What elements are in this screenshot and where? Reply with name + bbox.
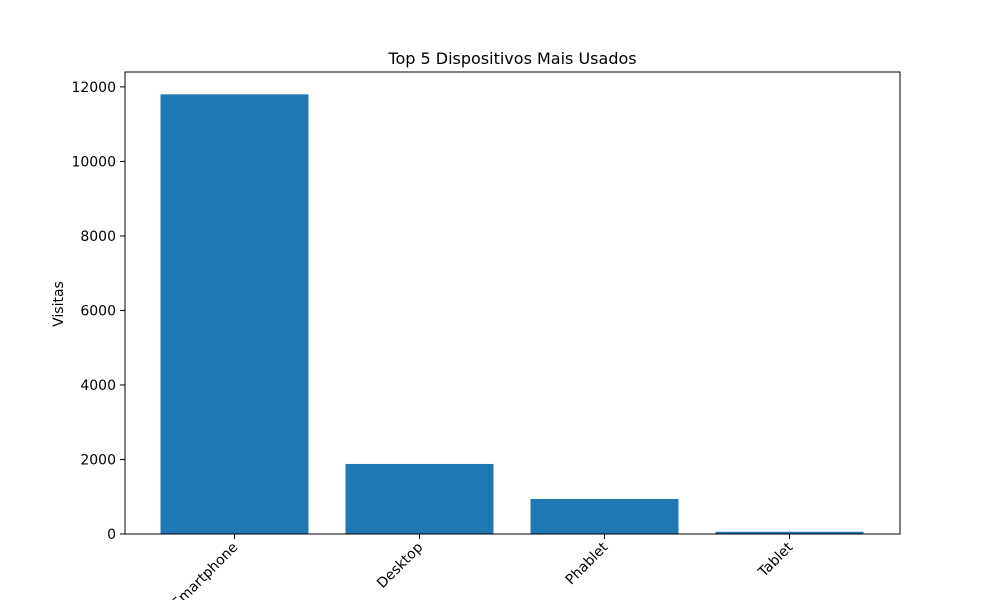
bar-phablet (530, 498, 679, 534)
bar-desktop (345, 463, 494, 534)
chart-title: Top 5 Dispositivos Mais Usados (387, 49, 636, 68)
y-tick-label-8000: 8000 (80, 229, 116, 245)
plot-frame (124, 71, 901, 535)
y-tick-label-0: 0 (107, 527, 116, 543)
y-tick-label-6000: 6000 (80, 303, 116, 319)
bar-smartphone (160, 94, 309, 535)
y-axis-label: Visitas (51, 281, 67, 327)
y-axis: 0 2000 4000 6000 8000 10000 12000 (71, 80, 125, 543)
bars-layer (160, 94, 864, 535)
y-tick-label-4000: 4000 (80, 378, 116, 394)
y-tick-label-12000: 12000 (71, 80, 116, 96)
y-tick-label-10000: 10000 (71, 154, 116, 170)
bar-tablet (715, 531, 864, 534)
y-tick-label-2000: 2000 (80, 452, 116, 468)
